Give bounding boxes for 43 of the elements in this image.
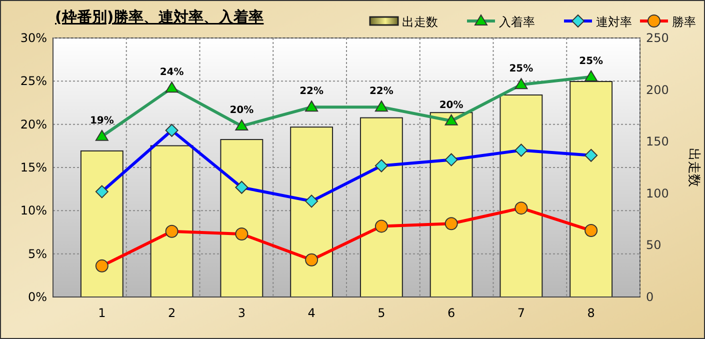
y-tick-label: 5% bbox=[28, 246, 47, 261]
y-tick-label: 30% bbox=[20, 31, 47, 45]
bar bbox=[360, 117, 403, 298]
y-tick-label: 0% bbox=[28, 290, 47, 304]
bar bbox=[290, 126, 334, 298]
legend-label: 出走数 bbox=[402, 15, 438, 29]
y2-tick-label: 100 bbox=[646, 186, 669, 200]
y2-tick-label: 200 bbox=[646, 82, 669, 97]
data-label: 22% bbox=[369, 86, 394, 98]
data-label: 22% bbox=[300, 86, 324, 98]
x-tick-label: 4 bbox=[308, 306, 316, 320]
data-label: 20% bbox=[230, 105, 254, 116]
x-tick-label: 8 bbox=[587, 306, 595, 320]
y-tick-label: 20% bbox=[20, 117, 47, 132]
bar bbox=[430, 112, 473, 298]
x-tick-label: 6 bbox=[448, 306, 456, 320]
legend-label: 勝率 bbox=[672, 15, 696, 29]
x-tick-label: 2 bbox=[168, 306, 176, 320]
y-tick-label: 10% bbox=[20, 204, 47, 218]
y2-tick-label: 250 bbox=[646, 31, 669, 45]
x-tick-label: 3 bbox=[238, 306, 246, 320]
bar bbox=[150, 145, 194, 298]
y2-tick-label: 50 bbox=[646, 238, 662, 252]
chart-title: (枠番別)勝率、連対率、入着率 bbox=[55, 8, 264, 26]
data-label: 19% bbox=[90, 115, 114, 126]
y2-tick-label: 150 bbox=[646, 134, 669, 149]
bar bbox=[80, 150, 124, 298]
bar bbox=[500, 94, 543, 298]
y2-axis-title: 出走数 bbox=[686, 148, 701, 187]
bar bbox=[220, 139, 264, 298]
data-label: 25% bbox=[579, 56, 604, 67]
data-label: 25% bbox=[509, 64, 534, 75]
bar bbox=[570, 81, 613, 298]
legend-label: 連対率 bbox=[596, 15, 632, 29]
legend-label: 入着率 bbox=[499, 15, 535, 29]
y2-tick-label: 0 bbox=[646, 290, 654, 304]
x-tick-label: 7 bbox=[517, 306, 526, 320]
x-tick-label: 1 bbox=[98, 306, 106, 320]
data-label: 20% bbox=[439, 100, 464, 111]
y-tick-label: 25% bbox=[20, 74, 47, 88]
data-label: 24% bbox=[160, 67, 184, 78]
y-tick-label: 15% bbox=[20, 160, 47, 174]
x-tick-label: 5 bbox=[378, 306, 386, 320]
